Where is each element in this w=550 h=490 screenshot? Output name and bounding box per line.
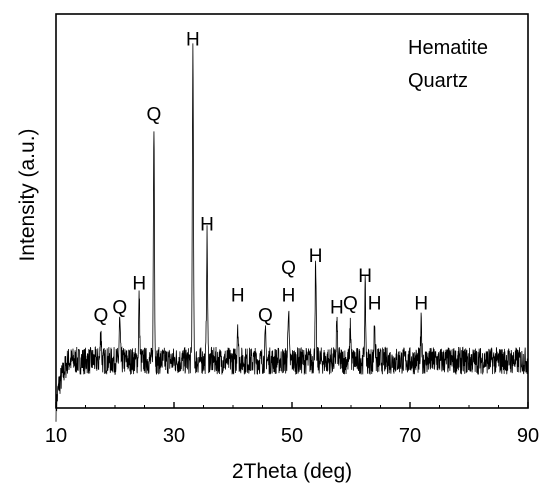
peak-label-h: H bbox=[330, 297, 344, 318]
peak-label-q: Q bbox=[112, 297, 127, 318]
x-tick-label: 70 bbox=[399, 425, 421, 447]
peak-label-h: H bbox=[309, 246, 323, 267]
peak-label-q: Q bbox=[343, 293, 358, 314]
legend-entry: Quartz bbox=[408, 70, 468, 92]
x-axis-label: 2Theta (deg) bbox=[232, 460, 352, 483]
legend: Hematite Quartz bbox=[408, 37, 488, 92]
peak-label-q: Q bbox=[147, 104, 162, 125]
peak-label-h: H bbox=[282, 286, 296, 307]
peak-label-h: H bbox=[186, 29, 200, 50]
peak-label-q: Q bbox=[258, 305, 273, 326]
peak-label-h: H bbox=[132, 274, 146, 295]
peak-label-h: H bbox=[414, 293, 428, 314]
x-tick-label: 10 bbox=[45, 425, 67, 447]
plot-area bbox=[55, 43, 529, 422]
peak-label-h: H bbox=[200, 215, 214, 236]
x-tick-label: 30 bbox=[163, 425, 185, 447]
peak-label-h: H bbox=[231, 286, 245, 307]
x-tick-label: 90 bbox=[517, 425, 539, 447]
peak-label-q: Q bbox=[281, 258, 296, 279]
legend-entry: Hematite bbox=[408, 37, 488, 59]
x-tick-label: 50 bbox=[281, 425, 303, 447]
y-axis-label: Intensity (a.u.) bbox=[16, 128, 39, 261]
peak-label-h: H bbox=[368, 293, 382, 314]
x-axis: 10 30 50 70 90 bbox=[45, 402, 539, 447]
peak-label-h: H bbox=[358, 266, 372, 287]
peak-label-q: Q bbox=[93, 305, 108, 326]
xrd-trace bbox=[55, 43, 529, 422]
